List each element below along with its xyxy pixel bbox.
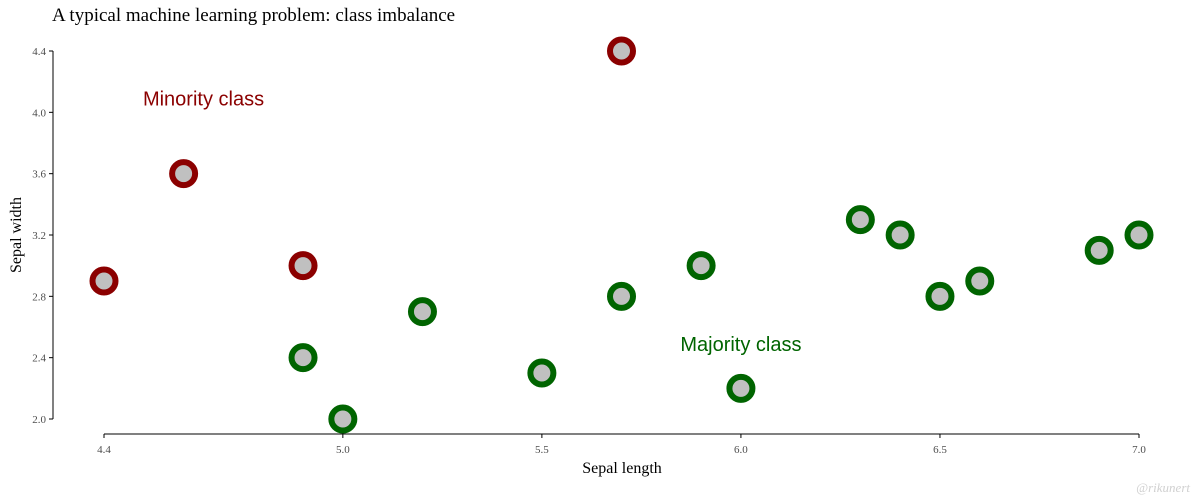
x-tick-label: 4.4: [97, 444, 111, 456]
y-tick-label: 2.8: [32, 291, 46, 303]
x-tick-label: 5.5: [535, 444, 549, 456]
majority-class-point: [885, 220, 915, 250]
x-tick-label: 5.0: [336, 444, 350, 456]
minority-class-point: [169, 159, 199, 189]
majority-class-point: [527, 358, 557, 388]
x-tick-label: 7.0: [1132, 444, 1146, 456]
y-axis-ticks: 2.0 2.4 2.8 3.2 3.6 4.0 4.4: [32, 46, 53, 426]
minority-class-point: [607, 36, 636, 66]
x-axis-title: Sepal length: [582, 460, 662, 477]
y-tick-label: 2.4: [32, 353, 46, 365]
y-tick-label: 3.2: [32, 230, 46, 242]
x-tick-label: 6.5: [933, 444, 947, 456]
minority-class-point: [288, 251, 318, 281]
majority-class-annotation: Majority class: [680, 334, 801, 356]
majority-class-point: [407, 297, 437, 327]
majority-class-point: [686, 251, 716, 281]
majority-class-point: [965, 266, 995, 296]
annotations: Minority class Majority class: [143, 89, 802, 356]
majority-class-point: [1084, 235, 1114, 265]
x-tick-label: 6.0: [734, 444, 748, 456]
minority-class-annotation: Minority class: [143, 89, 264, 111]
x-axis-ticks: 4.4 5.0 5.5 6.0 6.5 7.0: [97, 434, 1146, 456]
majority-class-point: [925, 281, 955, 311]
majority-class-point: [607, 281, 636, 311]
y-tick-label: 4.4: [32, 46, 46, 58]
y-tick-label: 2.0: [32, 414, 46, 426]
minority-class-point: [89, 266, 119, 296]
majority-class-point: [726, 373, 756, 403]
majority-class-point: [1124, 220, 1154, 250]
y-axis-title: Sepal width: [8, 197, 25, 273]
y-tick-label: 3.6: [32, 169, 46, 181]
majority-class-point: [845, 205, 875, 235]
chart-title: A typical machine learning problem: clas…: [52, 5, 455, 26]
majority-class-point: [288, 343, 318, 373]
majority-class-point: [328, 404, 358, 434]
credit-watermark: @rikunert: [1136, 480, 1190, 495]
data-points: [89, 36, 1154, 434]
y-tick-label: 4.0: [32, 107, 46, 119]
